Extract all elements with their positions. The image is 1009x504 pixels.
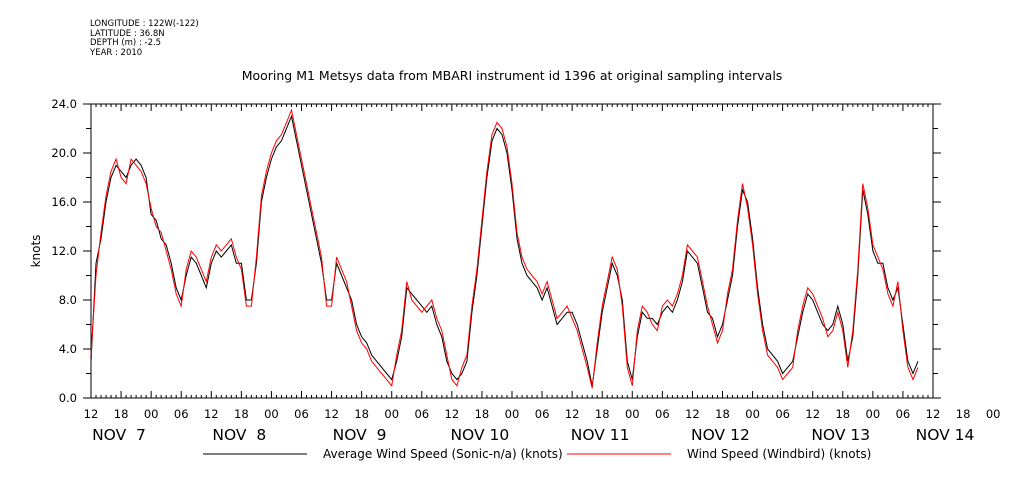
x-tick-label: 12	[324, 407, 339, 421]
y-tick-label: 4.0	[59, 342, 77, 356]
x-tick-label: 18	[234, 407, 249, 421]
y-tick-labels: 0.0 4.0 8.0 12.0 16.0 20.0 24.0	[51, 97, 77, 405]
x-tick-label: 00	[625, 407, 640, 421]
x-day-label: NOV 13	[811, 426, 870, 444]
metadata-block: LONGITUDE : 122W(-122) LATITUDE : 36.8N …	[90, 19, 199, 58]
x-day-label: NOV 12	[691, 426, 750, 444]
y-tick-label: 16.0	[51, 195, 77, 209]
series-lines	[90, 108, 919, 389]
latitude-text: LATITUDE : 36.8N	[90, 28, 165, 39]
x-tick-label: 12	[926, 407, 941, 421]
legend: Average Wind Speed (Sonic-n/a) (knots) W…	[203, 447, 871, 461]
x-tick-label: 18	[354, 407, 369, 421]
x-tick-label: 00	[986, 407, 1001, 421]
x-tick-label: 00	[144, 407, 159, 421]
x-day-labels: NOV 7 NOV 8 NOV 9 NOV 10 NOV 11 NOV 12 NOV 13 N…	[92, 426, 974, 444]
x-tick-label: 00	[866, 407, 881, 421]
legend-label-average: Average Wind Speed (Sonic-n/a) (knots)	[323, 447, 563, 461]
x-tick-label: 00	[505, 407, 520, 421]
x-tick-labels: 12 18 00 06 12 18 00 06 12 18 00 06 12 18 00 06 12 18 00 06…	[84, 407, 1001, 421]
x-tick-label: 12	[805, 407, 820, 421]
x-tick-label: 18	[595, 407, 610, 421]
x-day-label: NOV 9	[333, 426, 387, 444]
x-tick-label: 18	[956, 407, 971, 421]
depth-text: DEPTH (m) : -2.5	[90, 38, 162, 48]
x-tick-label: 18	[835, 407, 850, 421]
x-tick-label: 18	[715, 407, 730, 421]
series-average-line	[90, 114, 919, 386]
x-tick-label: 06	[896, 407, 911, 421]
x-day-label: NOV 8	[212, 426, 266, 444]
y-axis-label: knots	[29, 235, 43, 268]
x-day-label: NOV 7	[92, 426, 146, 444]
y-tick-label: 8.0	[59, 293, 77, 307]
series-windbird-line	[90, 108, 919, 389]
x-tick-label: 06	[174, 407, 189, 421]
legend-label-windbird: Wind Speed (Windbird) (knots)	[687, 447, 871, 461]
year-text: YEAR : 2010	[90, 47, 143, 58]
x-tick-label: 18	[475, 407, 490, 421]
x-tick-label: 12	[685, 407, 700, 421]
axis-ticks	[83, 103, 941, 399]
x-day-label: NOV 11	[571, 426, 630, 444]
plot-frame	[90, 103, 934, 399]
y-tick-label: 20.0	[51, 146, 77, 160]
y-tick-label: 24.0	[51, 97, 77, 111]
x-tick-label: 06	[535, 407, 550, 421]
x-tick-label: 12	[84, 407, 99, 421]
x-tick-label: 12	[204, 407, 219, 421]
x-tick-label: 06	[414, 407, 429, 421]
x-tick-label: 06	[294, 407, 309, 421]
x-tick-label: 06	[775, 407, 790, 421]
x-tick-label: 06	[655, 407, 670, 421]
x-tick-label: 12	[565, 407, 580, 421]
x-tick-label: 12	[445, 407, 460, 421]
y-tick-label: 0.0	[59, 391, 77, 405]
x-day-label: NOV 14	[916, 426, 975, 444]
x-tick-label: 00	[264, 407, 279, 421]
y-tick-label: 12.0	[51, 244, 77, 258]
x-tick-label: 00	[384, 407, 399, 421]
longitude-text: LONGITUDE : 122W(-122)	[90, 19, 199, 29]
chart-title: Mooring M1 Metsys data from MBARI instru…	[242, 68, 783, 83]
x-tick-label: 18	[114, 407, 129, 421]
x-tick-label: 00	[745, 407, 760, 421]
x-day-label: NOV 10	[450, 426, 509, 444]
